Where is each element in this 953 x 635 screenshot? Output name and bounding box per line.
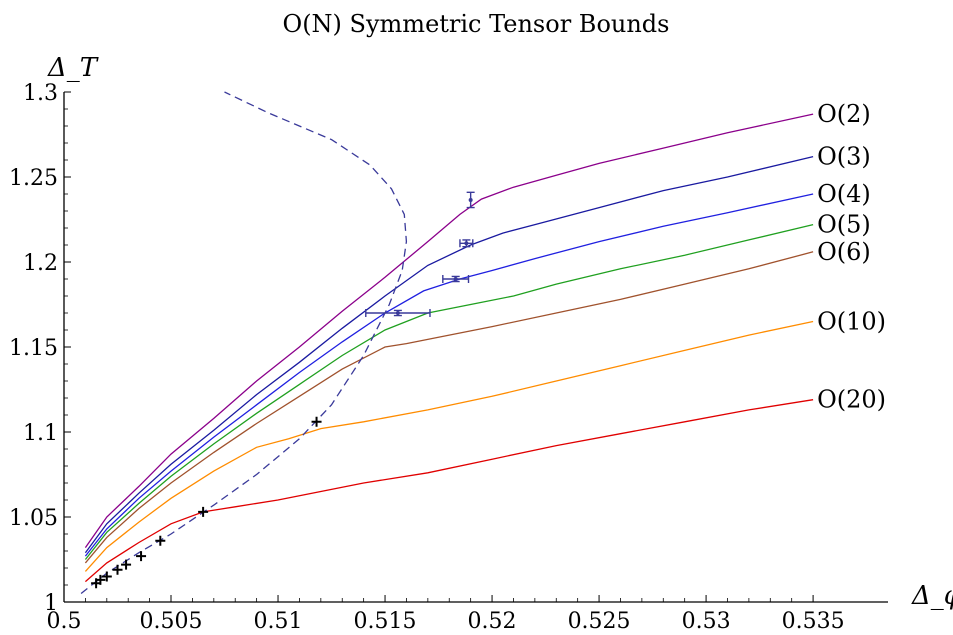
series-line	[84, 399, 814, 583]
series-line	[84, 113, 814, 548]
y-tick-label: 1.25	[9, 166, 58, 191]
plus-marker	[155, 535, 166, 546]
x-tick-label: 0.5	[47, 609, 82, 634]
series-label: O(3)	[817, 143, 871, 171]
plus-marker	[136, 551, 147, 562]
plus-marker	[95, 574, 106, 585]
error-point-layer	[365, 191, 475, 317]
y-axis-ticks: 1 1.05 1.1 1.15 1.2 1.25 1.3	[9, 81, 71, 616]
plus-marker	[101, 571, 112, 582]
y-tick-label: 1.2	[23, 251, 58, 276]
x-tick-label: 0.53	[682, 609, 731, 634]
series-label: O(6)	[817, 238, 871, 266]
plus-marker	[112, 564, 123, 575]
dashed-curve-layer	[80, 91, 408, 595]
plus-marker	[198, 506, 209, 517]
y-tick-label: 1.1	[23, 421, 58, 446]
y-tick-label: 1	[44, 591, 58, 616]
series-label: O(2)	[817, 100, 871, 128]
marker-layer	[91, 416, 322, 589]
x-axis-ticks: 0.5 0.505 0.51 0.515 0.52 0.525 0.53 0.535	[47, 595, 845, 634]
y-axis-label: Δ_T	[47, 53, 99, 83]
x-tick-label: 0.515	[354, 609, 417, 634]
series-layer	[84, 113, 814, 583]
error-point	[468, 197, 473, 202]
y-tick-label: 1.3	[23, 81, 58, 106]
x-tick-label: 0.51	[254, 609, 303, 634]
x-tick-label: 0.505	[140, 609, 203, 634]
series-label: O(5)	[817, 211, 871, 239]
series-label: O(20)	[817, 386, 886, 414]
series-label: O(10)	[817, 308, 886, 336]
series-label-layer: O(2) O(3) O(4) O(5)O(6) O(10) O(20)	[817, 100, 886, 414]
series-label: O(4)	[817, 180, 871, 208]
y-tick-label: 1.15	[9, 336, 58, 361]
series-line	[84, 155, 814, 554]
dashed-curve	[80, 91, 408, 595]
x-tick-label: 0.52	[468, 609, 517, 634]
series-line	[84, 193, 814, 557]
series-line	[84, 223, 814, 560]
plus-marker	[121, 559, 132, 570]
series-line	[84, 251, 814, 564]
error-point	[395, 311, 400, 315]
x-axis-label: Δ_φ	[911, 581, 953, 611]
x-tick-label: 0.525	[568, 609, 631, 634]
error-point	[464, 241, 469, 246]
plus-marker	[311, 416, 322, 427]
x-tick-label: 0.535	[782, 609, 845, 634]
y-tick-label: 1.05	[9, 506, 58, 531]
chart-title: O(N) Symmetric Tensor Bounds	[283, 10, 670, 38]
series-line	[84, 320, 814, 572]
error-point	[453, 277, 458, 281]
